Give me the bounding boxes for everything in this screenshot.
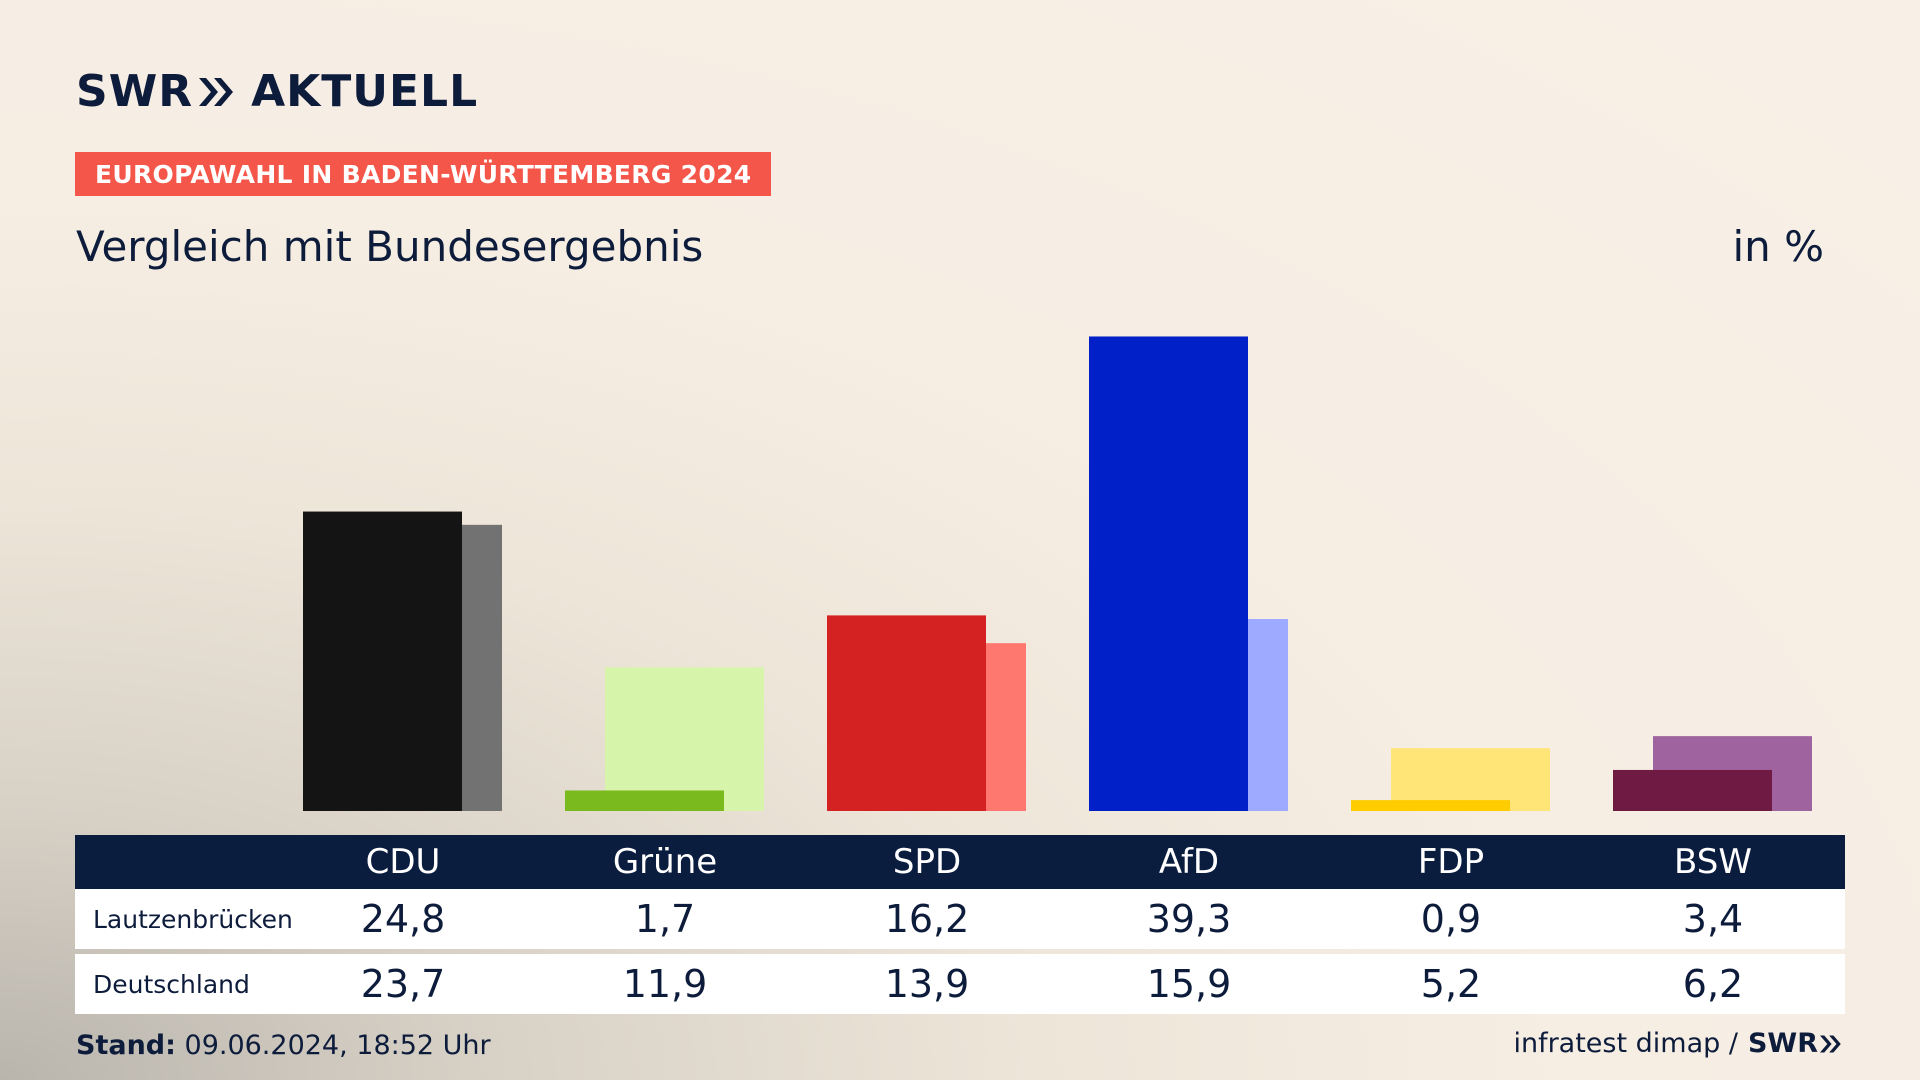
bar-fdp-lautzenbruecken <box>1351 800 1510 811</box>
source: infratest dimap / SWR <box>1513 1028 1844 1059</box>
election-badge: EUROPAWAHL IN BADEN-WÜRTTEMBERG 2024 <box>75 152 772 196</box>
bar-bsw-lautzenbruecken <box>1613 769 1772 811</box>
bar-grüne-deutschland <box>605 667 764 811</box>
double-chevron-icon <box>199 78 234 106</box>
timestamp: Stand: 09.06.2024, 18:52 Uhr <box>76 1030 491 1061</box>
table-cell: 3,4 <box>1682 897 1744 941</box>
bar-spd-lautzenbruecken <box>827 615 986 811</box>
table-cell: 24,8 <box>360 897 446 941</box>
row-label: Deutschland <box>93 969 250 999</box>
column-header-cdu: CDU <box>365 842 441 882</box>
bar-cdu-lautzenbruecken <box>303 511 462 811</box>
logo-aktuell-text: AKTUELL <box>251 66 479 117</box>
stand-value: 09.06.2024, 18:52 Uhr <box>184 1030 491 1061</box>
double-chevron-icon <box>1820 1034 1841 1053</box>
table-cell: 13,9 <box>884 962 970 1006</box>
column-header-bsw: BSW <box>1674 842 1752 882</box>
source-text: infratest dimap / <box>1513 1028 1738 1059</box>
table-cell: 6,2 <box>1682 962 1744 1006</box>
table-cell: 0,9 <box>1420 897 1482 941</box>
results-table: CDU Grüne SPD AfD FDP BSW Lautzenbrücken 24,8… <box>75 835 1845 1014</box>
column-header-afd: AfD <box>1158 842 1220 882</box>
table-cell: 15,9 <box>1146 962 1232 1006</box>
column-header-fdp: FDP <box>1417 842 1485 882</box>
table-row: Lautzenbrücken 24,8 1,7 16,2 39,3 0,9 3,4 <box>75 889 1845 949</box>
table-header: CDU Grüne SPD AfD FDP BSW <box>75 835 1845 889</box>
table-cell: 23,7 <box>360 962 446 1006</box>
source-logo-text: SWR <box>1747 1028 1818 1059</box>
stand-label: Stand: <box>76 1030 176 1061</box>
logo-swr-text: SWR <box>76 66 194 117</box>
chart-subtitle: Vergleich mit Bundesergebnis <box>76 222 704 271</box>
table-cell: 16,2 <box>884 897 970 941</box>
table-cell: 5,2 <box>1420 962 1482 1006</box>
column-header-grüne: Grüne <box>612 842 718 882</box>
column-header-spd: SPD <box>892 842 962 882</box>
table-row: Deutschland 23,7 11,9 13,9 15,9 5,2 6,2 <box>75 954 1845 1014</box>
table-cell: 1,7 <box>634 897 696 941</box>
bar-afd-lautzenbruecken <box>1089 336 1248 811</box>
bar-chart <box>303 336 1812 811</box>
table-cell: 11,9 <box>622 962 708 1006</box>
row-label: Lautzenbrücken <box>93 904 293 934</box>
table-cell: 39,3 <box>1146 897 1232 941</box>
swr-aktuell-logo: SWR AKTUELL <box>76 68 478 116</box>
bar-grüne-lautzenbruecken <box>565 790 724 811</box>
unit-label: in % <box>1732 222 1824 271</box>
